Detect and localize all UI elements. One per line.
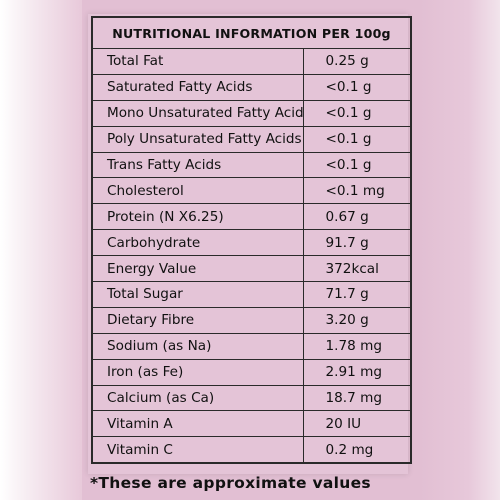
nutrient-name: Total Fat [91, 48, 304, 75]
nutrient-name: Vitamin A [91, 410, 304, 438]
nutrient-row: Mono Unsaturated Fatty Acids <0.1 g [91, 99, 412, 127]
nutrient-name: Energy Value [91, 255, 304, 283]
nutrient-value: <0.1 mg [302, 177, 412, 205]
table-heading: NUTRITIONAL INFORMATION PER 100g [91, 16, 412, 49]
nutrient-name: Mono Unsaturated Fatty Acids [91, 99, 304, 127]
nutrition-table: NUTRITIONAL INFORMATION PER 100g Total F… [91, 16, 413, 465]
nutrient-name: Iron (as Fe) [91, 358, 304, 386]
nutrient-name: Protein (N X6.25) [91, 203, 304, 231]
nutrient-value: 0.25 g [302, 48, 412, 75]
nutrient-row: Vitamin A 20 IU [91, 410, 412, 438]
nutrient-name: Cholesterol [91, 177, 304, 205]
package-edge-left [0, 0, 82, 500]
nutrient-row: Iron (as Fe) 2.91 mg [91, 358, 412, 386]
nutrient-row: Total Fat 0.25 g [91, 48, 412, 75]
nutrient-row: Protein (N X6.25) 0.67 g [91, 203, 412, 231]
nutrient-name: Vitamin C [91, 436, 304, 464]
nutrient-value: <0.1 g [302, 99, 412, 127]
nutrient-row: Sodium (as Na) 1.78 mg [91, 332, 412, 360]
nutrient-row: Energy Value 372kcal [91, 255, 412, 283]
nutrient-name: Sodium (as Na) [91, 332, 304, 360]
nutrition-rows: Total Fat 0.25 g Saturated Fatty Acids <0.1… [91, 48, 412, 464]
nutrient-value: 0.67 g [302, 203, 412, 231]
nutrient-value: 3.20 g [302, 306, 412, 334]
nutrient-row: Poly Unsaturated Fatty Acids <0.1 g [91, 125, 412, 153]
nutrient-row: Calcium (as Ca) 18.7 mg [91, 384, 412, 412]
nutrient-value: 71.7 g [302, 281, 412, 308]
nutrient-row: Vitamin C 0.2 mg [91, 436, 412, 464]
nutrient-value: <0.1 g [302, 151, 412, 179]
nutrient-row: Saturated Fatty Acids <0.1 g [91, 73, 412, 101]
footnote: *These are approximate values [90, 474, 371, 492]
nutrient-value: <0.1 g [302, 125, 412, 153]
nutrient-row: Cholesterol <0.1 mg [91, 177, 412, 205]
nutrient-value: <0.1 g [302, 73, 412, 101]
nutrient-row: Total Sugar 71.7 g [91, 281, 412, 308]
nutrient-value: 372kcal [302, 255, 412, 283]
nutrient-value: 1.78 mg [302, 332, 412, 360]
nutrient-value: 2.91 mg [302, 358, 412, 386]
nutrient-name: Trans Fatty Acids [91, 151, 304, 179]
package-edge-right [420, 0, 500, 500]
nutrient-name: Poly Unsaturated Fatty Acids [91, 125, 304, 153]
nutrient-name: Saturated Fatty Acids [91, 73, 304, 101]
nutrient-name: Dietary Fibre [91, 306, 304, 334]
nutrient-name: Carbohydrate [91, 229, 304, 257]
nutrient-row: Carbohydrate 91.7 g [91, 229, 412, 257]
nutrient-value: 91.7 g [302, 229, 412, 257]
nutrient-value: 18.7 mg [302, 384, 412, 412]
nutrient-name: Total Sugar [91, 281, 304, 308]
nutrient-value: 0.2 mg [302, 436, 412, 464]
nutrient-value: 20 IU [302, 410, 412, 438]
nutrient-row: Dietary Fibre 3.20 g [91, 306, 412, 334]
nutrient-row: Trans Fatty Acids <0.1 g [91, 151, 412, 179]
nutrient-name: Calcium (as Ca) [91, 384, 304, 412]
